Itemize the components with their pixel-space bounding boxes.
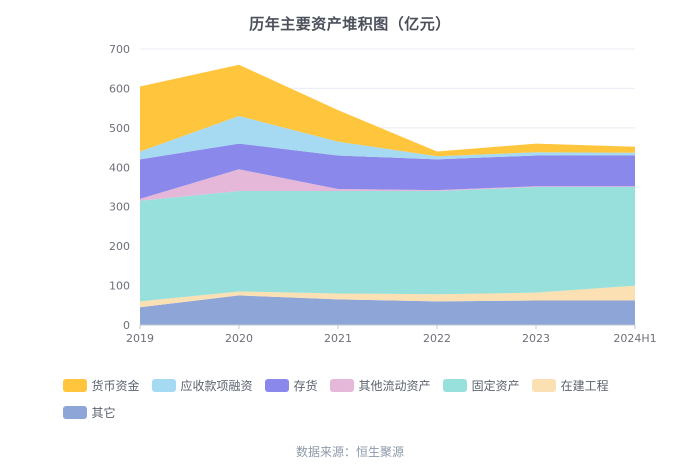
legend-item-receivables-financing[interactable]: 应收款项融资 [151,377,253,394]
x-axis-label: 2020 [225,332,253,345]
legend-swatch-construction-in-progress [531,379,556,392]
y-axis-label: 0 [123,319,130,332]
area-other [140,295,635,325]
legend-item-fixed-assets[interactable]: 固定资产 [442,377,520,394]
legend-swatch-other [62,406,87,419]
data-source-note: 数据来源：恒生聚源 [295,445,404,459]
legend-label-receivables-financing: 应收款项融资 [180,379,253,393]
legend-item-inventory[interactable]: 存货 [264,377,318,394]
area-other-current-assets [140,169,635,201]
legend-item-monetary-funds[interactable]: 货币资金 [62,377,140,394]
x-axis-label: 2019 [126,332,154,345]
legend-item-other[interactable]: 其它 [62,404,116,421]
y-axis-label: 100 [109,280,130,293]
legend-item-construction-in-progress[interactable]: 在建工程 [531,377,609,394]
legend-label-fixed-assets: 固定资产 [471,379,520,393]
y-axis-label: 200 [109,240,130,253]
area-fixed-assets [140,187,635,302]
legend-label-monetary-funds: 货币资金 [91,379,140,393]
area-construction-in-progress [140,285,635,308]
area-monetary-funds [140,64,635,157]
legend-label-inventory: 存货 [293,379,318,393]
legend-row: 其它 [62,404,638,421]
legend-swatch-other-current-assets [329,379,354,392]
legend-label-construction-in-progress: 在建工程 [560,379,609,393]
area-inventory [140,143,635,199]
x-axis-label: 2023 [522,332,550,345]
x-axis-label: 2024H1 [613,332,656,345]
y-axis-label: 400 [109,161,130,174]
legend-swatch-fixed-assets [442,379,467,392]
legend-item-other-current-assets[interactable]: 其他流动资产 [329,377,431,394]
legend-swatch-monetary-funds [62,379,87,392]
y-axis-label: 600 [109,82,130,95]
legend-swatch-inventory [264,379,289,392]
x-axis-label: 2022 [423,332,451,345]
y-axis-label: 700 [109,43,130,56]
legend-row: 货币资金 应收款项融资 存货 其他流动资产 固定资产 在建工程 [62,377,638,394]
y-axis-label: 500 [109,122,130,135]
legend-label-other: 其它 [91,406,116,420]
stacked-area-chart: 0 100 200 300 400 500 600 700 2019 2020 2021 2022 20… [109,43,657,345]
legend-label-other-current-assets: 其他流动资产 [358,379,431,393]
y-axis-label: 300 [109,201,130,214]
area-receivables-financing [140,116,635,160]
x-axis-label: 2021 [324,332,352,345]
chart-title: 历年主要资产堆积图（亿元） [249,15,451,33]
legend-swatch-receivables-financing [151,379,176,392]
chart-legend: 货币资金 应收款项融资 存货 其他流动资产 固定资产 在建工程其它 [62,377,638,421]
